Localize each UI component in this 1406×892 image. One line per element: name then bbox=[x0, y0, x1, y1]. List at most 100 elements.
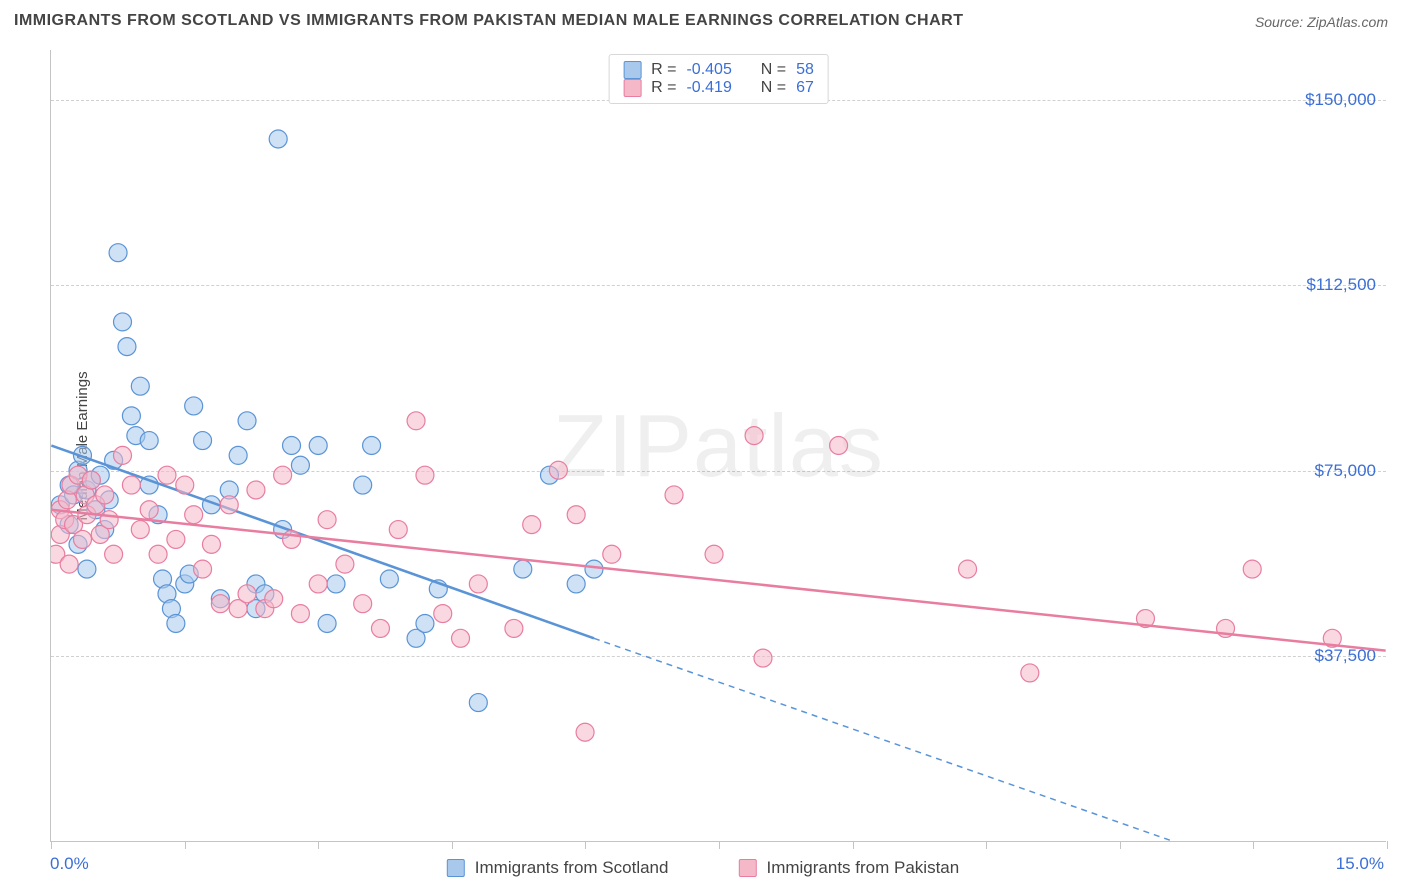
n-label: N = bbox=[761, 79, 786, 97]
data-point bbox=[140, 501, 158, 519]
data-point bbox=[576, 723, 594, 741]
data-point bbox=[567, 575, 585, 593]
data-point bbox=[318, 614, 336, 632]
data-point bbox=[78, 560, 96, 578]
data-point bbox=[158, 466, 176, 484]
data-point bbox=[1021, 664, 1039, 682]
data-point bbox=[109, 244, 127, 262]
data-point bbox=[309, 437, 327, 455]
data-point bbox=[309, 575, 327, 593]
data-point bbox=[73, 530, 91, 548]
data-point bbox=[131, 377, 149, 395]
data-point bbox=[745, 427, 763, 445]
data-point bbox=[336, 555, 354, 573]
data-point bbox=[354, 595, 372, 613]
data-point bbox=[131, 521, 149, 539]
legend-swatch bbox=[738, 859, 756, 877]
legend-row: R = -0.405 N = 58 bbox=[623, 61, 814, 79]
data-point bbox=[265, 590, 283, 608]
data-point bbox=[327, 575, 345, 593]
x-tick bbox=[853, 841, 854, 849]
data-point bbox=[194, 560, 212, 578]
data-point bbox=[140, 432, 158, 450]
n-label: N = bbox=[761, 61, 786, 79]
data-point bbox=[318, 511, 336, 529]
data-point bbox=[185, 397, 203, 415]
x-tick bbox=[452, 841, 453, 849]
data-point bbox=[291, 605, 309, 623]
data-point bbox=[603, 545, 621, 563]
data-point bbox=[1243, 560, 1261, 578]
x-tick bbox=[51, 841, 52, 849]
data-point bbox=[389, 521, 407, 539]
r-label: R = bbox=[651, 61, 676, 79]
data-point bbox=[118, 338, 136, 356]
data-point bbox=[122, 407, 140, 425]
legend-item: Immigrants from Scotland bbox=[447, 858, 669, 878]
data-point bbox=[363, 437, 381, 455]
data-point bbox=[371, 619, 389, 637]
legend-item: Immigrants from Pakistan bbox=[738, 858, 959, 878]
trend-line-extrapolated bbox=[594, 638, 1172, 841]
data-point bbox=[291, 456, 309, 474]
x-tick bbox=[986, 841, 987, 849]
data-point bbox=[220, 496, 238, 514]
chart-plot-area: ZIPatlas R =-0.405 N =58R =-0.419 N =67 … bbox=[50, 50, 1386, 842]
data-point bbox=[60, 555, 78, 573]
legend-swatch bbox=[447, 859, 465, 877]
data-point bbox=[407, 412, 425, 430]
legend-row: R = -0.419 N = 67 bbox=[623, 79, 814, 97]
trend-line bbox=[51, 446, 594, 639]
x-axis-max-label: 15.0% bbox=[1336, 854, 1384, 874]
data-point bbox=[354, 476, 372, 494]
data-point bbox=[469, 575, 487, 593]
data-point bbox=[434, 605, 452, 623]
data-point bbox=[514, 560, 532, 578]
data-point bbox=[229, 446, 247, 464]
r-value: -0.405 bbox=[686, 61, 731, 79]
data-point bbox=[959, 560, 977, 578]
data-point bbox=[505, 619, 523, 637]
data-point bbox=[549, 461, 567, 479]
data-point bbox=[211, 595, 229, 613]
data-point bbox=[380, 570, 398, 588]
data-point bbox=[754, 649, 772, 667]
data-point bbox=[176, 476, 194, 494]
n-value: 58 bbox=[796, 61, 814, 79]
r-value: -0.419 bbox=[686, 79, 731, 97]
scatter-plot-svg bbox=[51, 50, 1386, 841]
data-point bbox=[469, 694, 487, 712]
x-tick bbox=[719, 841, 720, 849]
x-tick bbox=[318, 841, 319, 849]
data-point bbox=[202, 535, 220, 553]
x-tick bbox=[585, 841, 586, 849]
data-point bbox=[247, 481, 265, 499]
data-point bbox=[114, 446, 132, 464]
data-point bbox=[452, 629, 470, 647]
legend-label: Immigrants from Pakistan bbox=[766, 858, 959, 878]
data-point bbox=[416, 466, 434, 484]
data-point bbox=[830, 437, 848, 455]
data-point bbox=[416, 614, 434, 632]
data-point bbox=[96, 486, 114, 504]
x-axis-min-label: 0.0% bbox=[50, 854, 89, 874]
legend-swatch bbox=[623, 61, 641, 79]
data-point bbox=[238, 412, 256, 430]
chart-title: IMMIGRANTS FROM SCOTLAND VS IMMIGRANTS F… bbox=[14, 12, 963, 30]
data-point bbox=[185, 506, 203, 524]
legend-swatch bbox=[623, 79, 641, 97]
data-point bbox=[167, 530, 185, 548]
data-point bbox=[567, 506, 585, 524]
source-attribution: Source: ZipAtlas.com bbox=[1255, 14, 1388, 30]
x-tick bbox=[1120, 841, 1121, 849]
data-point bbox=[665, 486, 683, 504]
r-label: R = bbox=[651, 79, 676, 97]
series-legend: Immigrants from Scotland Immigrants from … bbox=[447, 858, 959, 878]
correlation-legend: R = -0.405 N = 58 R = -0.419 N = 67 bbox=[608, 54, 829, 104]
data-point bbox=[705, 545, 723, 563]
legend-label: Immigrants from Scotland bbox=[475, 858, 669, 878]
n-value: 67 bbox=[796, 79, 814, 97]
data-point bbox=[523, 516, 541, 534]
data-point bbox=[114, 313, 132, 331]
data-point bbox=[82, 471, 100, 489]
